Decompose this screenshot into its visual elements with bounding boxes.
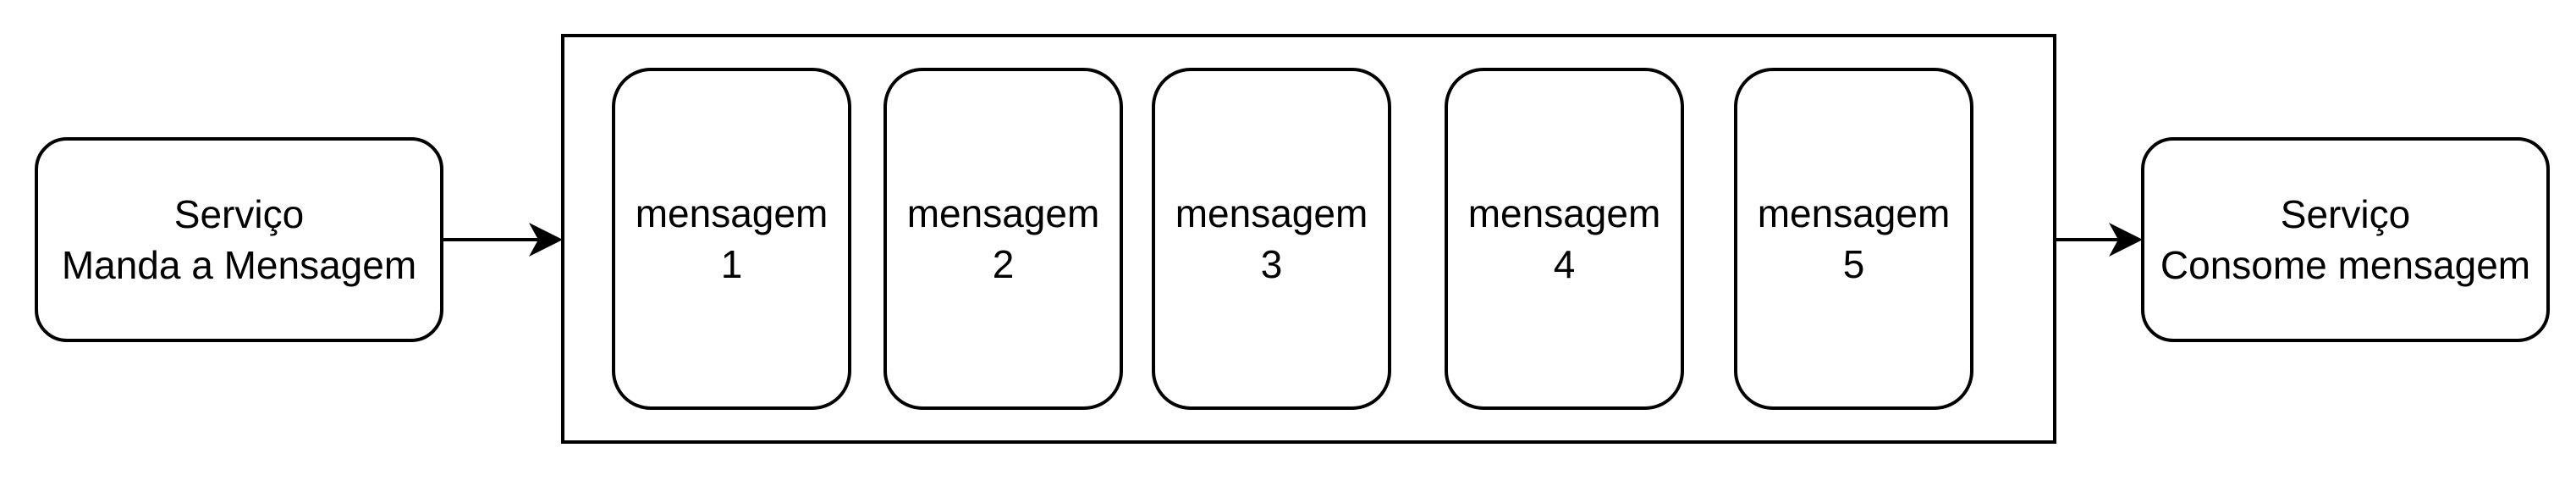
- consumer-service-node: Serviço Consome mensagem: [2141, 137, 2550, 342]
- message-node-5: mensagem 5: [1734, 68, 1973, 410]
- message-label: mensagem: [906, 191, 1100, 235]
- message-number: 3: [1260, 242, 1283, 286]
- message-label: mensagem: [1757, 191, 1951, 235]
- producer-service-title: Serviço: [173, 192, 305, 236]
- consumer-service-subtitle: Consome mensagem: [2160, 243, 2531, 287]
- message-number: 2: [992, 242, 1015, 286]
- arrow-producer-to-queue: [443, 223, 563, 257]
- arrow-queue-to-consumer: [2055, 223, 2143, 257]
- message-node-3: mensagem 3: [1152, 68, 1391, 410]
- message-number: 5: [1842, 242, 1865, 286]
- message-node-4: mensagem 4: [1445, 68, 1684, 410]
- message-label: mensagem: [635, 191, 828, 235]
- message-node-2: mensagem 2: [883, 68, 1123, 410]
- consumer-service-title: Serviço: [2280, 192, 2411, 236]
- message-number: 4: [1553, 242, 1576, 286]
- message-label: mensagem: [1467, 191, 1661, 235]
- producer-service-node: Serviço Manda a Mensagem: [35, 137, 443, 342]
- message-node-1: mensagem 1: [612, 68, 851, 410]
- producer-service-subtitle: Manda a Mensagem: [61, 243, 417, 287]
- message-label: mensagem: [1175, 191, 1368, 235]
- message-number: 1: [720, 242, 743, 286]
